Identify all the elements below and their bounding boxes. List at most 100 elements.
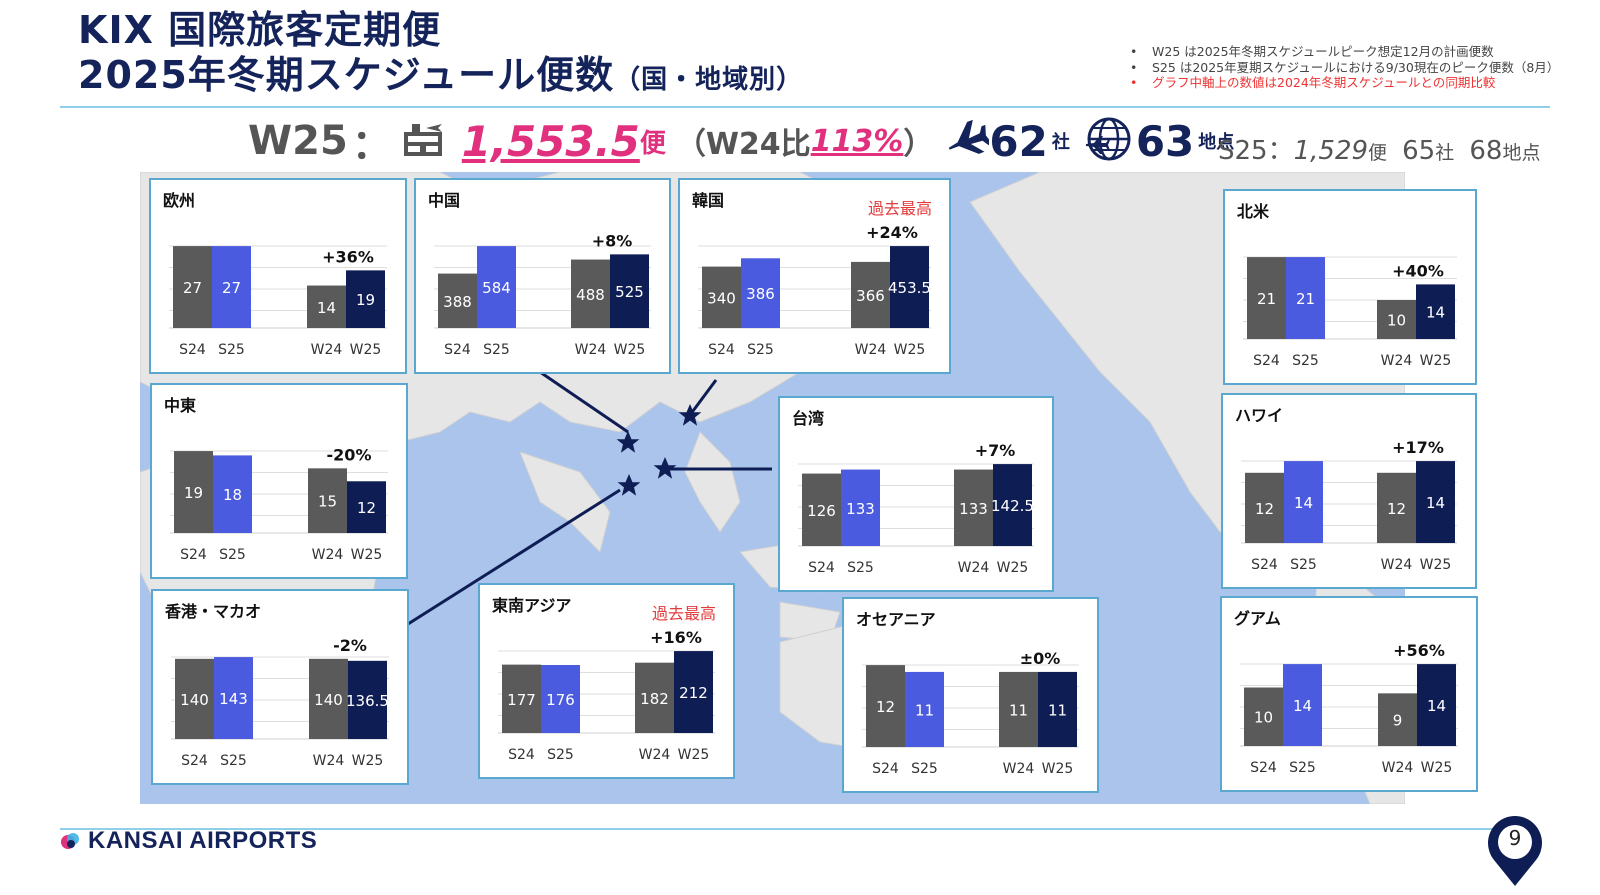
region-title: 中国 (428, 191, 460, 210)
bar-value-label: 488 (576, 286, 605, 304)
bar-s25 (212, 246, 251, 328)
star-icon (678, 404, 702, 426)
category-label: W25 (997, 560, 1029, 576)
region-chart: 中東 19 S24 18 S25 15 W24 12 W25 -20% (164, 396, 388, 563)
change-label: -20% (327, 445, 372, 464)
region-chart: 東南アジア 177 S24 176 S25 182 W24 212 W25 +16% 過去最高 (492, 596, 716, 763)
category-label: S25 (847, 560, 874, 576)
change-label: +17% (1392, 438, 1444, 457)
globe-plane-icon (1084, 114, 1136, 168)
bar-value-label: 14 (1427, 697, 1446, 715)
note-item: グラフ中軸上の数値は2024年冬期スケジュールとの同期比較 (1130, 75, 1559, 91)
region-panel: 中国 388 S24 584 S25 488 W24 525 W25 +8% (414, 178, 671, 374)
region-panel: 韓国 340 S24 386 S25 366 W24 453.5 W25 +24% 過去最高 (678, 178, 951, 374)
bar-value-label: 142.5 (991, 497, 1034, 515)
bar-value-label: 143 (219, 690, 248, 708)
category-label: W25 (1420, 353, 1452, 369)
category-label: S24 (1250, 760, 1277, 776)
region-panel: オセアニア 12 S24 11 S25 11 W24 11 W25 ±0% (842, 597, 1099, 793)
category-label: W25 (352, 753, 384, 769)
bar-value-label: 14 (317, 299, 336, 317)
region-panel: 中東 19 S24 18 S25 15 W24 12 W25 -20% (150, 383, 408, 579)
title-line-1: KIX 国際旅客定期便 (78, 8, 442, 52)
title-line-2-sub: （国・地域別） (614, 65, 804, 95)
change-label: -2% (333, 636, 367, 655)
change-label: ±0% (1020, 649, 1061, 668)
bar-value-label: 19 (356, 291, 375, 309)
bar-s24 (866, 665, 905, 747)
category-label: W25 (351, 547, 383, 563)
category-label: S24 (708, 342, 735, 358)
bar-value-label: 212 (679, 684, 708, 702)
bar-s24 (1247, 257, 1286, 339)
bar-w24 (307, 285, 346, 328)
bar-value-label: 27 (222, 279, 241, 297)
bar-w25 (993, 464, 1032, 546)
page-number: 9 (1508, 826, 1522, 850)
bar-w25 (1038, 671, 1077, 747)
bar-value-label: 11 (915, 701, 934, 719)
region-title: ハワイ (1235, 406, 1283, 425)
category-label: W24 (575, 342, 607, 358)
category-label: W24 (311, 342, 343, 358)
notes: W25 は2025年冬期スケジュールピーク想定12月の計画便数 S25 は202… (1130, 44, 1559, 91)
bar-value-label: 14 (1426, 494, 1445, 512)
bar-value-label: 27 (183, 279, 202, 297)
summary-compare-open: （W24比 (675, 127, 811, 162)
bar-s25 (905, 671, 944, 747)
region-panel: 東南アジア 177 S24 176 S25 182 W24 212 W25 +16% 過去最高 (478, 583, 735, 779)
category-label: W25 (1420, 557, 1452, 573)
s25-label: S25： (1218, 136, 1294, 166)
bar-value-label: 388 (443, 293, 472, 311)
logo-text: KANSAI AIRPORTS (88, 827, 318, 854)
region-title: 北米 (1237, 202, 1270, 221)
bar-w24 (999, 671, 1038, 747)
category-label: S25 (1290, 557, 1317, 573)
region-title: 中東 (164, 396, 196, 415)
bar-w24 (1378, 693, 1417, 746)
region-title: 台湾 (792, 409, 824, 428)
category-label: S24 (181, 753, 208, 769)
bar-value-label: 140 (180, 691, 209, 709)
bar-s24 (1244, 687, 1283, 746)
record-label: 過去最高 (652, 604, 716, 623)
bar-w25 (610, 254, 649, 328)
change-label: +7% (975, 441, 1016, 460)
category-label: S24 (1251, 557, 1278, 573)
region-title: 東南アジア (492, 596, 571, 615)
bar-w25 (347, 481, 386, 533)
bar-w25 (890, 246, 929, 328)
bottom-divider (60, 828, 1500, 830)
summary-label: W25 (248, 118, 348, 164)
change-label: +40% (1392, 261, 1444, 280)
s25-airlines-unit: 社 (1435, 142, 1455, 164)
bar-value-label: 584 (482, 279, 511, 297)
region-panel: 台湾 126 S24 133 S25 133 W24 142.5 W25 +7% (778, 396, 1054, 592)
bar-value-label: 176 (546, 691, 575, 709)
category-label: W24 (1003, 761, 1035, 777)
bar-s24 (502, 664, 541, 733)
category-label: S25 (747, 342, 774, 358)
category-label: S24 (179, 342, 206, 358)
summary-destinations: 63 (1135, 116, 1195, 166)
bar-value-label: 453.5 (888, 279, 931, 297)
bar-w25 (1416, 461, 1455, 543)
bar-w25 (348, 660, 387, 739)
bar-w24 (309, 658, 348, 739)
change-label: +36% (322, 247, 374, 266)
bar-w25 (346, 270, 385, 328)
category-label: W25 (1042, 761, 1074, 777)
region-panel: 北米 21 S24 21 S25 10 W24 14 W25 +40% (1223, 189, 1477, 385)
note-item: S25 は2025年夏期スケジュールにおける9/30現在のピーク便数（8月） (1130, 60, 1559, 76)
bar-s25 (477, 246, 516, 328)
summary-total-unit: 便 (639, 128, 666, 159)
bar-w24 (1377, 472, 1416, 543)
category-label: W25 (894, 342, 926, 358)
bar-s24 (174, 451, 213, 533)
bar-w24 (635, 662, 674, 733)
region-chart: グアム 10 S24 14 S25 9 W24 14 W25 +56% (1234, 609, 1458, 776)
region-chart: 香港・マカオ 140 S24 143 S25 140 W24 136.5 W25 -2% (164, 602, 389, 769)
bar-value-label: 12 (876, 698, 895, 716)
category-label: S25 (220, 753, 247, 769)
region-chart: 欧州 27 S24 27 S25 14 W24 19 W25 +36% (163, 191, 387, 358)
